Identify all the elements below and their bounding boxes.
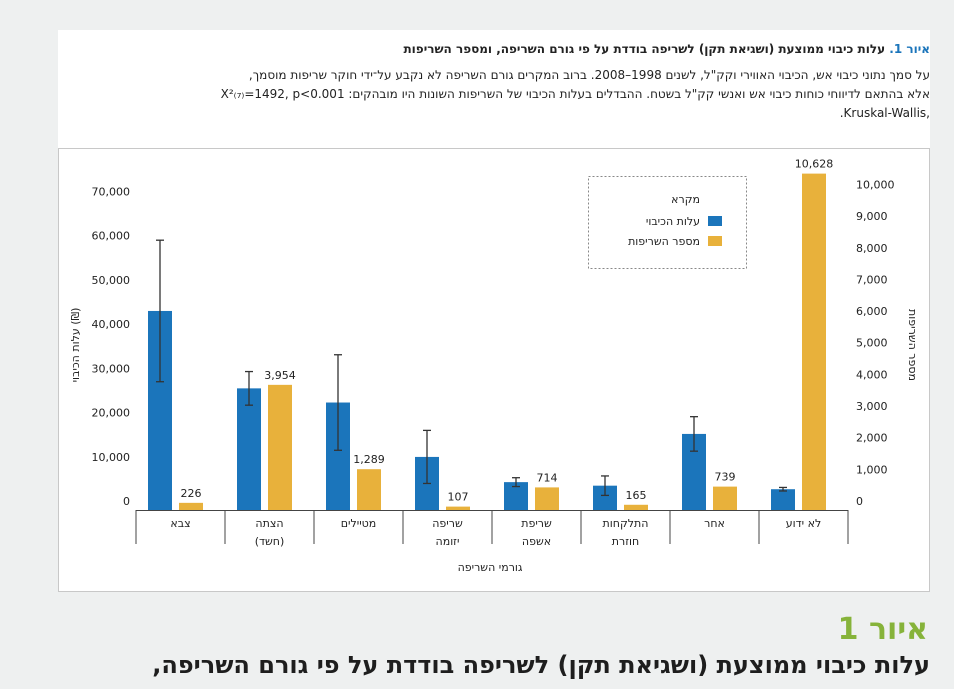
value-label: 107 (448, 491, 469, 504)
bar (624, 504, 648, 510)
value-label: 10,628 (795, 158, 834, 171)
x-axis-title: גורמי השריפה (458, 561, 523, 574)
caption-line: אלא בהתאם לדיווחי כוחות כיבוי אש ואנשי ק… (220, 87, 930, 101)
bar (771, 489, 795, 510)
bar (802, 173, 826, 510)
legend-swatch (708, 236, 722, 246)
y2-tick-label: 0 (856, 495, 863, 508)
caption-line: על סמך נתוני כיבוי אש, הכיבוי האווירי וק… (248, 68, 930, 82)
y2-tick-label: 3,000 (856, 400, 888, 413)
y2-tick-label: 7,000 (856, 273, 888, 286)
x-tick-label: אחר (704, 517, 725, 530)
caption-line: .Kruskal-Wallis, (839, 106, 930, 120)
x-tick-label: שריפה (432, 517, 463, 530)
legend-title: מקרא (671, 193, 700, 206)
value-label: 739 (715, 471, 736, 484)
x-tick-label: חוזרת (612, 535, 639, 548)
bar (446, 506, 470, 510)
y2-axis-title: מספר השריפות (906, 309, 919, 381)
y-tick-label: 60,000 (92, 230, 131, 243)
legend-label: עלות הכיבוי (646, 215, 700, 228)
x-tick-label: שריפת (521, 517, 552, 530)
caption-text: עלות כיבוי ממוצעת (ושגיאת תקן) לשריפה בו… (403, 42, 886, 56)
bar (713, 486, 737, 510)
x-tick-label: אשפה (522, 535, 551, 548)
chart: מקרא גורמי השריפה עלות הכיבוי (₪) מספר ה… (58, 148, 930, 592)
x-tick-label: צבא (170, 517, 190, 530)
bar (268, 384, 292, 510)
bar (237, 388, 261, 510)
chart-frame (58, 148, 930, 592)
y2-tick-label: 4,000 (856, 368, 888, 381)
y-axis-title: עלות הכיבוי (₪) (69, 308, 82, 383)
figure-heading: עלות כיבוי ממוצעת (ושגיאת תקן) לשריפה בו… (152, 651, 930, 679)
legend-label: מספר השריפות (628, 235, 700, 248)
y2-tick-label: 9,000 (856, 210, 888, 223)
value-label: 714 (537, 471, 558, 484)
legend-swatch (708, 216, 722, 226)
y2-tick-label: 1,000 (856, 463, 888, 476)
caption-label: איור 1. (889, 42, 930, 56)
y2-tick-label: 8,000 (856, 242, 888, 255)
value-label: 165 (626, 489, 647, 502)
y2-tick-label: 5,000 (856, 337, 888, 350)
y-tick-label: 40,000 (92, 318, 131, 331)
y-tick-label: 0 (123, 495, 130, 508)
x-tick-label: מטיילים (341, 517, 377, 530)
bar (535, 487, 559, 510)
y2-tick-label: 2,000 (856, 432, 888, 445)
y-tick-label: 70,000 (92, 185, 131, 198)
y2-tick-label: 6,000 (856, 305, 888, 318)
y2-tick-label: 10,000 (856, 178, 895, 191)
figure-label: איור 1 (837, 612, 928, 647)
bar (357, 469, 381, 510)
y-tick-label: 30,000 (92, 362, 131, 375)
caption-body: על סמך נתוני כיבוי אש, הכיבוי האווירי וק… (70, 66, 930, 123)
x-tick-label: הצתה (255, 517, 283, 530)
caption-title: איור 1. עלות כיבוי ממוצעת (ושגיאת תקן) ל… (70, 42, 930, 56)
x-tick-label: (חשד) (255, 535, 285, 548)
bar (179, 502, 203, 510)
x-tick-label: התלקחות (603, 517, 649, 530)
y-tick-label: 20,000 (92, 407, 131, 420)
x-tick-label: לא ידוע (786, 517, 821, 530)
value-label: 1,289 (353, 453, 385, 466)
x-tick-label: יזומה (436, 535, 460, 548)
value-label: 226 (181, 487, 202, 500)
y-tick-label: 50,000 (92, 274, 131, 287)
y-tick-label: 10,000 (92, 451, 131, 464)
value-label: 3,954 (264, 369, 296, 382)
